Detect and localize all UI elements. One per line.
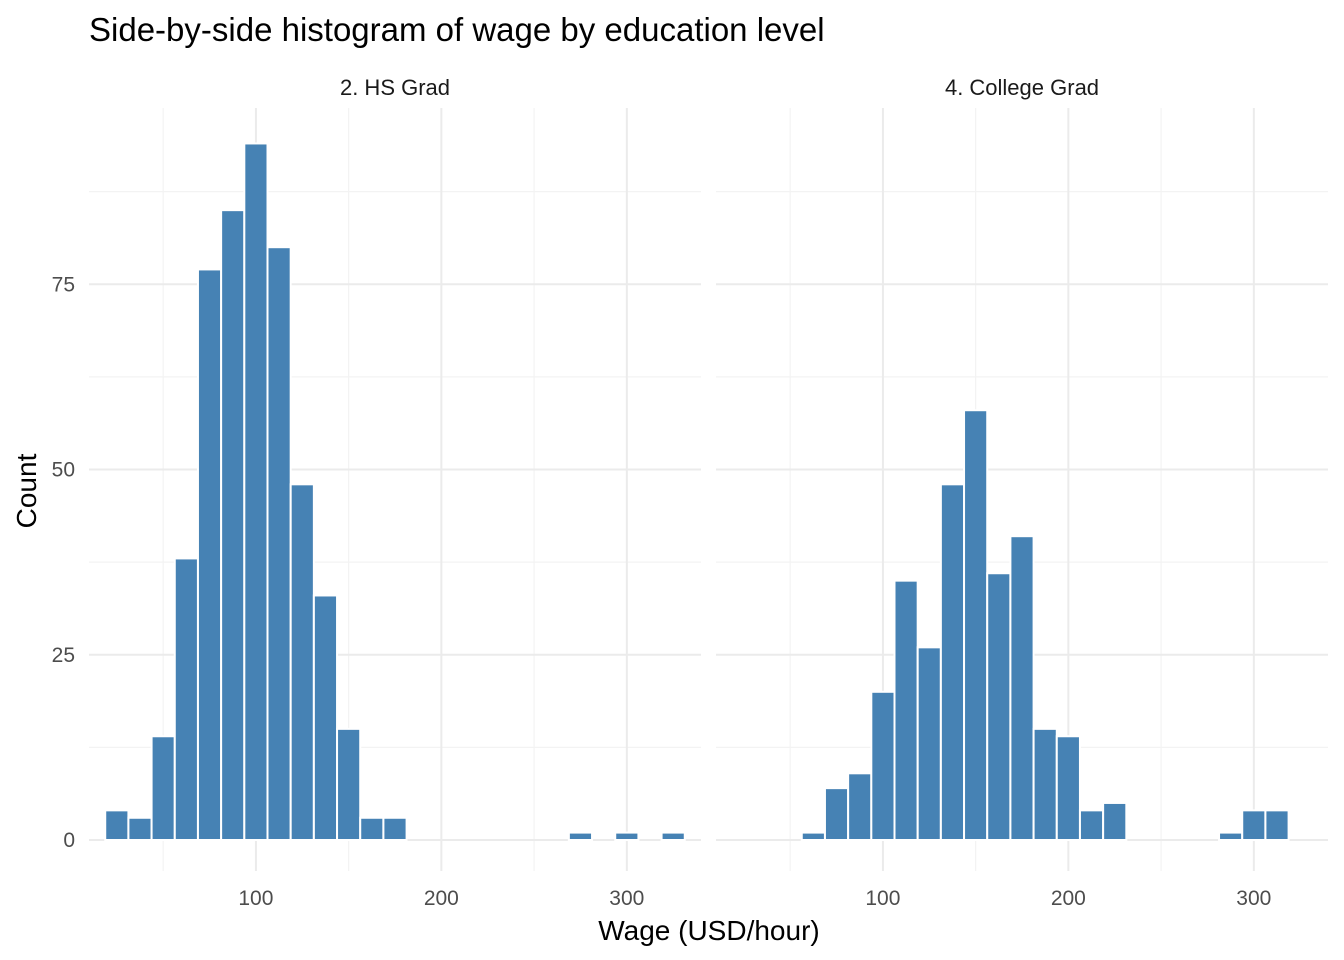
x-tick-label: 200 xyxy=(424,887,459,910)
histogram-bar xyxy=(312,594,339,841)
histogram-bar xyxy=(800,831,826,842)
histogram-bar xyxy=(986,572,1012,841)
histogram-bar xyxy=(1078,809,1105,841)
y-tick-label: 25 xyxy=(52,644,75,667)
histogram-bar xyxy=(1218,831,1244,842)
histogram-bar xyxy=(823,787,850,842)
histogram-bar xyxy=(847,772,873,841)
histogram-bar xyxy=(567,831,594,842)
histogram-bar xyxy=(289,483,315,841)
histogram-bar xyxy=(1009,535,1035,841)
x-tick-label: 100 xyxy=(238,887,273,910)
histogram-bar xyxy=(939,483,966,841)
facet-strip-label: 4. College Grad xyxy=(945,75,1099,100)
histogram-bar xyxy=(870,690,896,841)
histogram-bar xyxy=(359,816,385,842)
histogram-bar xyxy=(614,831,640,842)
x-tick-label: 200 xyxy=(1051,887,1086,910)
y-tick-label: 75 xyxy=(52,273,75,296)
histogram-bar xyxy=(127,816,153,842)
x-tick-label: 100 xyxy=(865,887,900,910)
histogram-bar xyxy=(220,209,246,841)
histogram-bar xyxy=(893,579,919,842)
x-tick-label: 300 xyxy=(1236,887,1271,910)
histogram-bar xyxy=(1241,809,1267,841)
x-axis-label: Wage (USD/hour) xyxy=(598,915,819,946)
histogram-bar xyxy=(963,409,989,841)
histogram-bar xyxy=(336,727,362,841)
facet-strip-label: 2. HS Grad xyxy=(340,75,450,100)
histogram-bar xyxy=(196,268,223,841)
panel-college-grad: 4. College Grad 100 200 300 xyxy=(716,75,1328,910)
histogram-bar xyxy=(916,646,942,842)
histogram-bar xyxy=(1055,735,1081,842)
histogram-bar xyxy=(243,142,269,841)
histogram-bar xyxy=(173,557,199,841)
chart-title: Side-by-side histogram of wage by educat… xyxy=(89,11,825,48)
histogram-bar xyxy=(1264,809,1290,841)
y-axis-label: Count xyxy=(11,453,42,528)
panel-hs-grad: 2. HS Grad 100 200 300 xyxy=(89,75,701,910)
histogram-bar xyxy=(266,246,292,841)
histogram-bar xyxy=(1102,801,1128,842)
histogram-bar xyxy=(660,831,686,842)
y-tick-label: 50 xyxy=(52,459,75,482)
histogram-bar xyxy=(382,816,408,842)
x-tick-label: 300 xyxy=(609,887,644,910)
y-tick-label: 0 xyxy=(63,829,75,852)
histogram-bar xyxy=(1032,727,1058,841)
histogram-bar xyxy=(150,735,176,842)
y-axis-ticks: 0 25 50 75 xyxy=(52,273,75,852)
histogram-bar xyxy=(104,809,130,841)
